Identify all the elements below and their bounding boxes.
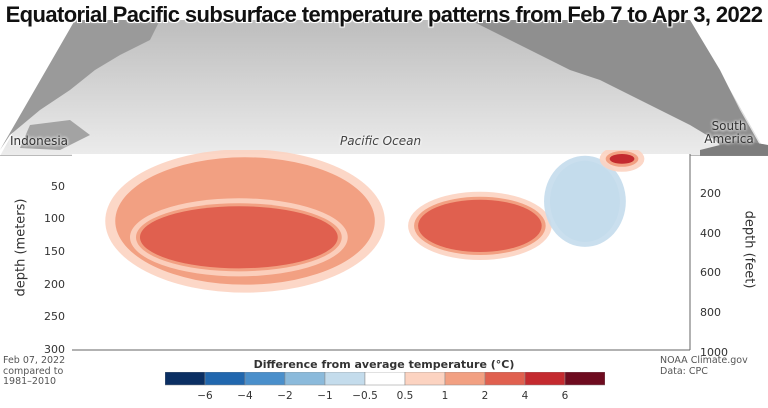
y-tick-left-5: 300 [44,343,65,356]
y-tick-right-2: 600 [700,266,721,280]
y-axis-label-left: depth (meters) [13,198,29,297]
warm-main-band-core [139,206,338,269]
footnote-left: Feb 07, 2022 compared to 1981–2010 [3,355,93,388]
map-3d-perspective [0,0,768,157]
legend-tick-3: −1 [317,390,332,402]
color-legend: −6 −4 −2 −1 −0.5 0.5 1 2 4 6 [164,371,606,403]
legend-tick-4: −0.5 [352,390,378,402]
legend-swatch-0 [164,371,206,386]
legend-tick-9: 6 [562,390,569,402]
footnote-date: Feb 07, 2022 [3,355,66,366]
legend-tick-5: 0.5 [397,390,414,402]
legend-swatch-1 [204,371,246,386]
footnote-baseline: 1981–2010 [3,376,57,387]
legend-tick-0: −6 [197,390,213,402]
legend-tick-8: 4 [522,390,529,402]
asia-land [0,20,160,156]
south-america-land [700,140,768,156]
legend-tick-1: −4 [237,390,253,402]
y-tick-right-0: 200 [700,186,721,200]
indonesia-land [20,120,90,150]
anomaly-plot [0,146,768,358]
legend-tick-2: −2 [277,390,292,402]
y-tick-right-1: 400 [700,226,721,240]
legend-svg: −6 −4 −2 −1 −0.5 0.5 1 2 4 6 [164,371,606,402]
label-america: America [704,132,754,146]
legend-swatch-4 [324,371,366,386]
legend-swatch-7 [444,371,486,386]
legend-tick-7: 2 [482,390,489,402]
footnote-source: Data: CPC [660,365,708,377]
legend-swatch-6 [404,371,446,386]
warm-east-lobe [418,199,542,252]
chart-title: Equatorial Pacific subsurface temperatur… [5,2,763,27]
legend-swatch-8 [484,371,526,386]
y-tick-left-3: 200 [44,277,65,291]
y-tick-left-1: 100 [44,212,65,226]
footnote-compared: compared to [3,365,64,377]
y-tick-left-2: 150 [44,245,65,258]
legend-swatch-10 [564,371,606,386]
map-svg [0,20,768,157]
legend-swatch-2 [244,371,286,386]
legend-swatch-3 [284,371,326,386]
legend-title: Difference from average temperature (°C) [253,358,515,371]
label-pacific-ocean: Pacific Ocean [340,134,422,148]
legend-swatch-5 [364,371,406,386]
warm-east-surface [609,154,635,164]
y-tick-right-3: 800 [700,306,721,320]
legend-swatch-9 [524,371,566,386]
cool-east-core [554,163,616,239]
label-indonesia: Indonesia [10,134,69,148]
label-south: South [711,119,747,133]
y-tick-left-0: 50 [51,179,65,193]
label-south-america: South America [704,120,754,146]
y-tick-right-4: 1000 [700,346,728,360]
y-tick-left-4: 250 [44,310,65,324]
footnote-right: NOAA Climate.gov Data: CPC [660,355,760,377]
anomaly-svg [72,146,691,351]
north-america-land [470,20,768,156]
legend-tick-6: 1 [442,390,449,402]
y-axis-label-right: depth (feet) [741,210,757,289]
footnote-credit: NOAA Climate.gov [660,355,748,366]
